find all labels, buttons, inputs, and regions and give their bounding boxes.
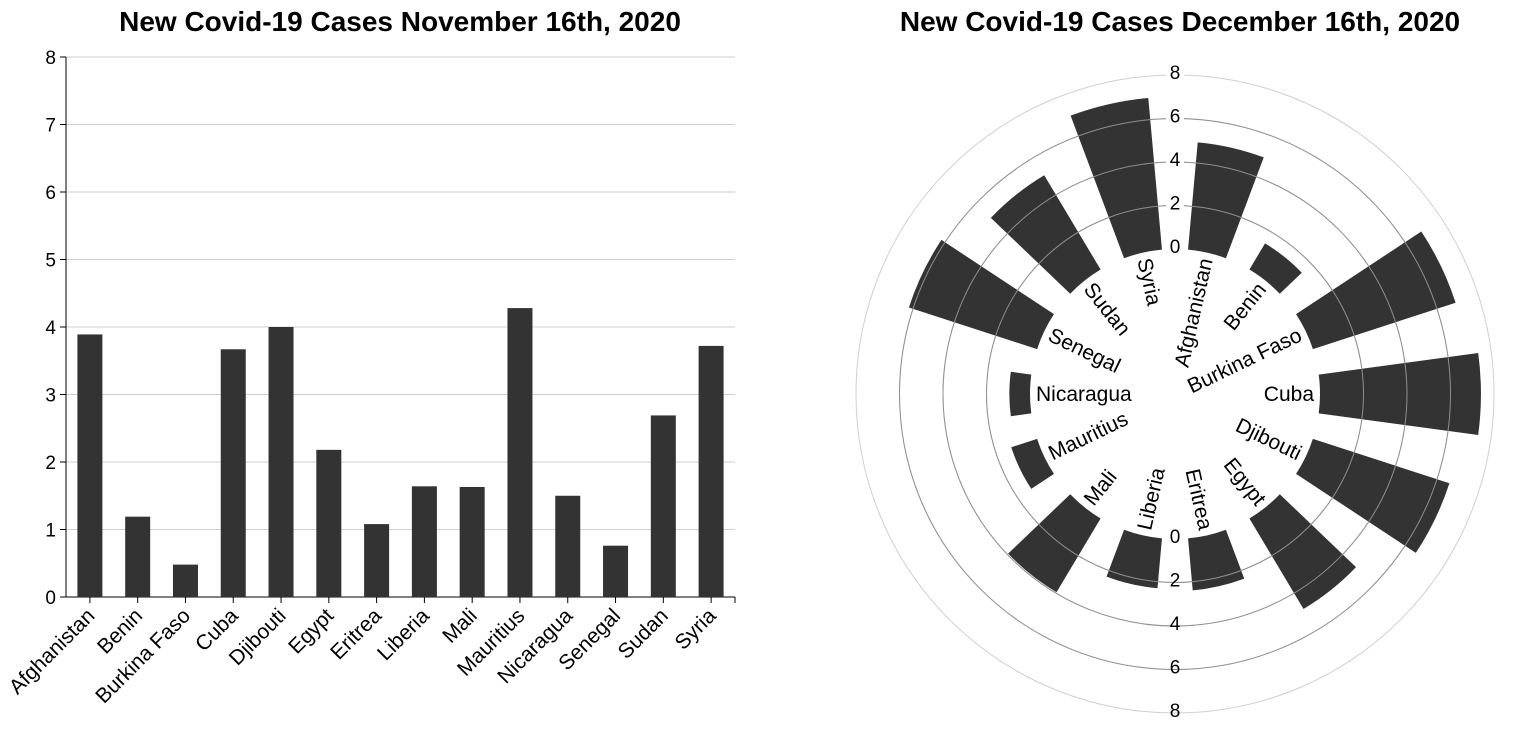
radial-tick-bg bbox=[1166, 192, 1184, 211]
radial-category-label: Afghanistan bbox=[1171, 256, 1218, 369]
radial-r-tick-label-lower: 8 bbox=[1170, 701, 1181, 722]
radial-chart-r-ticks: 0 2 4 6 8 0 2 4 6 8 bbox=[1166, 62, 1184, 722]
radial-r-tick-label-upper: 4 bbox=[1170, 150, 1181, 171]
bar-sudan bbox=[650, 415, 676, 597]
bar-x-tick-label: Afghanistan bbox=[5, 604, 100, 699]
radial-r-tick-label-lower: 2 bbox=[1170, 571, 1181, 592]
radial-category-label: Liberia bbox=[1133, 465, 1170, 532]
radial-tick-bg bbox=[1166, 236, 1184, 254]
radial-bar-burkina-faso bbox=[1296, 231, 1456, 350]
radial-r-tick-label-upper: 0 bbox=[1170, 237, 1181, 258]
radial-r-tick-label-lower: 6 bbox=[1170, 658, 1181, 679]
radial-bar-senegal bbox=[908, 239, 1054, 350]
bar-liberia bbox=[411, 486, 437, 597]
bar-chart-title: New Covid-19 Cases November 16th, 2020 bbox=[119, 6, 681, 37]
bar-y-tick-label: 1 bbox=[45, 521, 56, 542]
radial-category-label: Eritrea bbox=[1180, 467, 1216, 533]
bar-afghanistan bbox=[77, 334, 103, 597]
radial-category-label: Egypt bbox=[1219, 454, 1271, 510]
bar-burkina-faso bbox=[172, 564, 198, 597]
bar-y-tick-label: 8 bbox=[45, 48, 56, 69]
radial-category-label: Syria bbox=[1132, 256, 1165, 308]
radial-bar-nicaragua bbox=[1009, 371, 1032, 417]
radial-category-label: Mauritius bbox=[1045, 407, 1132, 465]
radial-r-tick-label-upper: 8 bbox=[1170, 63, 1181, 84]
bar-egypt bbox=[316, 449, 342, 597]
radial-r-tick-label-upper: 6 bbox=[1170, 107, 1181, 128]
radial-tick-bg bbox=[1166, 105, 1184, 124]
radial-bar-sudan bbox=[990, 175, 1101, 294]
radial-bar-afghanistan bbox=[1188, 142, 1264, 259]
radial-category-label: Djibouti bbox=[1232, 414, 1305, 465]
radial-bar-eritrea bbox=[1188, 529, 1245, 591]
radial-bar-mali bbox=[1008, 494, 1101, 593]
radial-bar-djibouti bbox=[1296, 438, 1450, 553]
bar-chart-axes bbox=[65, 57, 736, 603]
bar-mauritius bbox=[507, 308, 533, 597]
radial-category-label: Nicaragua bbox=[1036, 383, 1132, 406]
bar-y-tick-label: 7 bbox=[45, 116, 56, 137]
bar-djibouti bbox=[268, 327, 294, 597]
bar-x-tick-label: Eritrea bbox=[326, 604, 386, 664]
bar-mali bbox=[459, 486, 485, 597]
bar-eritrea bbox=[364, 524, 390, 597]
radial-bar-syria bbox=[1070, 97, 1162, 259]
radial-bar-egypt bbox=[1249, 494, 1357, 609]
bar-chart-y-ticks: 0 1 2 3 4 5 6 7 8 bbox=[45, 48, 66, 609]
bar-benin bbox=[125, 516, 151, 597]
bar-y-tick-label: 2 bbox=[45, 453, 56, 474]
bar-x-tick-label: Liberia bbox=[373, 604, 434, 665]
radial-r-tick-label-lower: 4 bbox=[1170, 614, 1181, 635]
radial-category-label: Cuba bbox=[1264, 383, 1315, 406]
bar-chart-gridlines bbox=[66, 56, 735, 530]
radial-r-tick-label-upper: 2 bbox=[1170, 194, 1181, 215]
radial-category-label: Sudan bbox=[1079, 278, 1135, 340]
radial-bar-mauritius bbox=[1011, 438, 1054, 489]
bar-senegal bbox=[603, 545, 629, 597]
bar-nicaragua bbox=[555, 495, 581, 597]
radial-r-tick-label-lower: 0 bbox=[1170, 527, 1181, 548]
radial-bar-benin bbox=[1249, 243, 1302, 294]
bar-y-tick-label: 4 bbox=[45, 318, 56, 339]
radial-category-label: Mali bbox=[1080, 466, 1122, 510]
radial-tick-bg bbox=[1166, 149, 1184, 167]
bar-y-tick-label: 3 bbox=[45, 386, 56, 407]
bar-y-tick-label: 5 bbox=[45, 251, 56, 272]
bar-x-tick-label: Syria bbox=[671, 604, 721, 654]
bar-x-tick-label: Sudan bbox=[614, 604, 673, 663]
bar-chart: New Covid-19 Cases November 16th, 2020 0… bbox=[5, 6, 736, 708]
bar-cuba bbox=[220, 349, 246, 597]
radial-bar-cuba bbox=[1318, 353, 1481, 435]
bar-y-tick-label: 0 bbox=[45, 588, 56, 609]
radial-tick-bg bbox=[1166, 62, 1184, 80]
radial-bar-chart: New Covid-19 Cases December 16th, 2020 0… bbox=[855, 6, 1495, 722]
radial-chart-bars bbox=[899, 97, 1481, 670]
radial-category-label: Benin bbox=[1220, 278, 1271, 334]
radial-bar-liberia bbox=[1106, 529, 1162, 589]
bar-syria bbox=[698, 345, 724, 597]
radial-chart-title: New Covid-19 Cases December 16th, 2020 bbox=[900, 6, 1460, 37]
bar-chart-bars bbox=[77, 308, 724, 597]
bar-y-tick-label: 6 bbox=[45, 183, 56, 204]
